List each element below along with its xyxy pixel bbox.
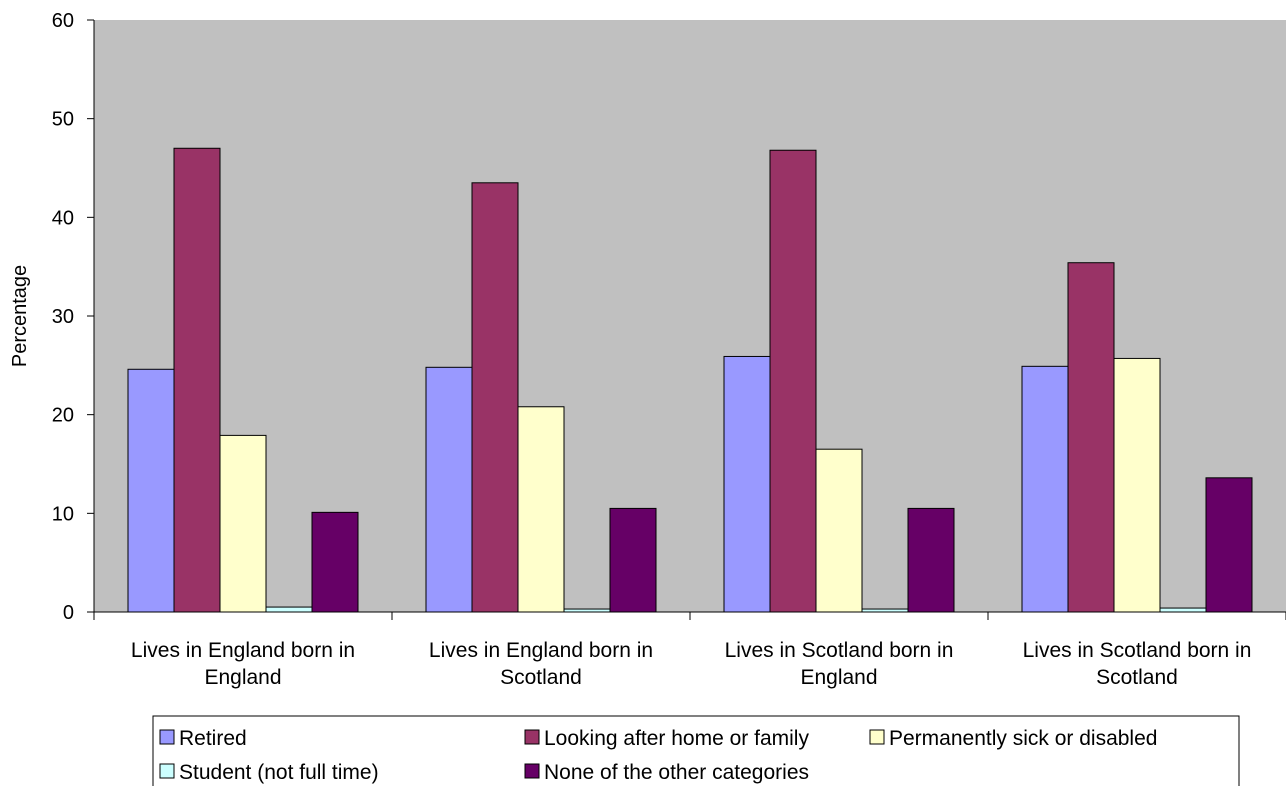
legend-label: Student (not full time) <box>179 761 379 784</box>
bar <box>907 507 955 613</box>
bar <box>1113 357 1161 613</box>
x-category-label: Lives in Scotland born in <box>1023 639 1252 662</box>
legend-swatch <box>524 729 540 745</box>
y-tick-label: 30 <box>52 306 74 328</box>
bar <box>265 606 313 613</box>
legend-swatch <box>524 763 540 779</box>
bar <box>1067 262 1115 613</box>
x-category-label: Scotland <box>1096 666 1178 689</box>
legend: Retired Looking after home or family Perma… <box>152 715 1240 786</box>
bar <box>769 149 817 613</box>
bar <box>723 355 771 613</box>
legend-label: Permanently sick or disabled <box>889 727 1157 750</box>
legend-swatch <box>159 763 175 779</box>
bar <box>1205 477 1253 613</box>
bars-layer <box>127 147 1253 613</box>
legend-label: Looking after home or family <box>544 727 809 750</box>
x-category-label: Scotland <box>500 666 582 689</box>
y-tick-label: 0 <box>63 602 74 624</box>
bar <box>471 182 519 613</box>
x-category-label: Lives in England born in <box>131 639 355 662</box>
bar <box>517 406 565 613</box>
y-tick-label: 10 <box>52 503 74 525</box>
legend-swatch <box>869 729 885 745</box>
x-category-label: Lives in Scotland born in <box>725 639 954 662</box>
bar <box>815 448 863 613</box>
y-tick-label: 40 <box>52 207 74 229</box>
x-category-label: England <box>204 666 281 689</box>
bar <box>425 366 473 613</box>
bar <box>609 507 657 613</box>
x-category-label: Lives in England born in <box>429 639 653 662</box>
legend-swatch <box>159 729 175 745</box>
legend-label: None of the other categories <box>544 761 809 784</box>
bar <box>173 147 221 613</box>
bar <box>219 434 267 613</box>
legend-box <box>152 715 1240 786</box>
y-tick-label: 60 <box>52 10 74 32</box>
y-tick-label: 50 <box>52 109 74 131</box>
axes-layer: 0 10 20 30 40 50 60 Lives in England born in Eng… <box>52 10 1286 689</box>
bar <box>1159 607 1207 613</box>
y-tick-label: 20 <box>52 405 74 427</box>
y-axis-title: Percentage <box>9 265 31 367</box>
bar <box>127 368 175 613</box>
x-category-label: England <box>800 666 877 689</box>
bar <box>311 511 359 613</box>
legend-label: Retired <box>179 727 247 750</box>
bar <box>1021 365 1069 613</box>
